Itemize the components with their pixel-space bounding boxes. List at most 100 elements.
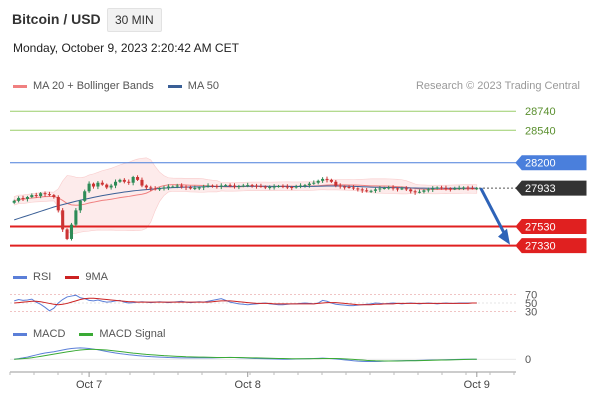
- candle-body: [21, 197, 25, 199]
- candle-body: [382, 187, 386, 189]
- candle-body: [122, 179, 126, 182]
- macd-tick-0: 0: [525, 354, 531, 366]
- candle-body: [417, 191, 422, 193]
- candle-body: [188, 187, 192, 189]
- candle-body: [83, 191, 87, 201]
- candle-body: [422, 190, 426, 192]
- ma50-line: [14, 185, 477, 221]
- legend-ma50-label: MA 50: [187, 80, 219, 92]
- candle-body: [360, 189, 364, 191]
- candle-body: [453, 188, 457, 190]
- candle-body: [321, 178, 325, 181]
- price-tag-27530: [515, 219, 587, 235]
- price-tag-label-28200: 28200: [525, 158, 556, 170]
- candle-body: [378, 188, 382, 190]
- timeframe-badge[interactable]: 30 MIN: [107, 8, 162, 32]
- candle-body: [356, 188, 360, 190]
- candle-body: [329, 179, 333, 182]
- candle-body: [118, 179, 122, 182]
- symbol-title: Bitcoin / USD: [12, 11, 101, 27]
- candle-body: [294, 186, 298, 188]
- candle-body: [277, 186, 281, 188]
- price-tag-28200: [515, 155, 587, 171]
- candle-body: [409, 189, 413, 192]
- candle-body: [259, 186, 263, 188]
- candle-body: [34, 195, 38, 197]
- price-tag-label-27330: 27330: [525, 241, 556, 253]
- candle-body: [127, 181, 131, 183]
- candle-body: [184, 186, 188, 188]
- candle-body: [237, 186, 241, 188]
- candle-body: [61, 210, 65, 230]
- candle-body: [47, 194, 51, 196]
- candle-body: [395, 188, 400, 190]
- x-tick-label-2: Oct 9: [464, 379, 490, 391]
- legend-macd-swatch: [13, 332, 27, 336]
- candle-body: [365, 190, 369, 192]
- candle-body: [215, 186, 219, 188]
- candle-body: [435, 187, 439, 189]
- candle-body: [224, 185, 228, 187]
- legend-ma50: MA 50: [167, 80, 219, 92]
- candle-body: [69, 224, 74, 239]
- candle-body: [202, 186, 206, 188]
- price-tag-label-28740: 28740: [525, 106, 556, 118]
- legend-9ma: 9MA: [65, 271, 108, 283]
- candle-body: [466, 187, 470, 189]
- candle-body: [343, 186, 347, 188]
- candle-body: [96, 182, 100, 187]
- candle-body: [65, 229, 69, 239]
- candle-body: [241, 185, 245, 187]
- candle-body: [307, 183, 311, 186]
- candle-body: [210, 185, 214, 187]
- candle-body: [254, 185, 259, 187]
- legend-rsi-swatch: [13, 275, 27, 279]
- price-tag-27933: [515, 180, 587, 196]
- legend-9ma-label: 9MA: [85, 271, 108, 283]
- macd-series-1: [14, 348, 477, 362]
- candle-body: [140, 179, 144, 186]
- rsi-legend: RSI 9MA: [13, 271, 122, 283]
- candle-body: [158, 188, 162, 190]
- candle-body: [448, 188, 452, 190]
- price-tag-28740: [516, 104, 586, 119]
- candle-body: [30, 195, 34, 198]
- candle-body: [43, 193, 47, 195]
- rsi-series-1: [14, 297, 477, 306]
- legend-ma50-swatch: [167, 84, 182, 88]
- candle-body: [206, 185, 210, 187]
- candle-body: [312, 182, 316, 184]
- candle-body: [470, 187, 474, 189]
- legend-macd-signal-label: MACD Signal: [99, 328, 166, 340]
- candle-body: [166, 186, 170, 188]
- x-tick-label-0: Oct 7: [76, 379, 102, 391]
- candle-body: [373, 189, 378, 191]
- legend-bollinger-swatch: [13, 84, 27, 88]
- candle-body: [149, 187, 153, 189]
- candle-body: [444, 187, 448, 189]
- candle-body: [219, 185, 223, 187]
- candle-body: [457, 187, 461, 189]
- candle-body: [105, 184, 109, 188]
- price-tag-27330: [515, 238, 587, 254]
- candle-body: [299, 185, 303, 187]
- price-tag-label-27933: 27933: [525, 183, 556, 195]
- candle-body: [290, 187, 294, 189]
- rsi-tick-70: 70: [525, 289, 537, 301]
- legend-bollinger-label: MA 20 + Bollinger Bands: [33, 80, 154, 92]
- candle-body: [440, 187, 444, 189]
- candle-body: [109, 185, 113, 188]
- candle-body: [426, 189, 430, 191]
- legend-macd-label: MACD: [33, 328, 66, 340]
- rsi-tick-50: 50: [525, 298, 537, 310]
- legend-rsi: RSI: [13, 271, 51, 283]
- candle-body: [175, 185, 179, 187]
- legend-9ma-swatch: [65, 275, 80, 279]
- candle-body: [250, 185, 254, 187]
- candle-body: [52, 195, 56, 198]
- candle-body: [100, 182, 104, 185]
- candle-body: [91, 183, 96, 187]
- price-tag-28540: [516, 123, 586, 138]
- price-tag-label-28540: 28540: [525, 125, 556, 137]
